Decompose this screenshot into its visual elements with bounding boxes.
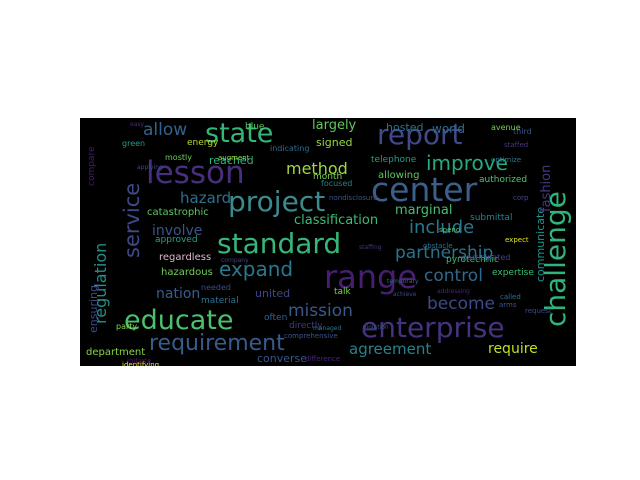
word-optimize: optimize xyxy=(491,156,522,164)
word-managed: managed xyxy=(313,325,342,332)
word-directly: directly xyxy=(289,321,323,331)
word-submittal: submittal xyxy=(470,213,513,223)
word-authorized: authorized xyxy=(479,175,528,185)
word-center: center xyxy=(371,170,478,209)
word-blue: blue xyxy=(245,122,265,132)
word-nondisclosure: nondisclosure xyxy=(329,194,378,202)
word-communicate: communicate xyxy=(534,206,547,282)
word-fashion: fashion xyxy=(539,164,554,212)
word-temporary: temporary xyxy=(387,278,419,285)
word-world: world xyxy=(432,122,466,136)
word-approved: approved xyxy=(155,235,198,245)
word-range: range xyxy=(324,258,418,296)
word-pyrotechnic: pyrotechnic xyxy=(446,255,499,265)
word-lesson: lesson xyxy=(146,155,245,191)
word-initiate: initiate xyxy=(127,357,152,365)
word-improve: improve xyxy=(426,151,508,175)
word-achieve: achieve xyxy=(393,291,417,298)
word-partnership: partnership xyxy=(395,243,494,263)
word-largely: largely xyxy=(312,118,357,133)
word-addressing: addressing xyxy=(437,288,470,295)
word-converse: converse xyxy=(257,352,308,365)
word-method: method xyxy=(286,159,348,178)
word-report: report xyxy=(377,118,463,151)
word-third: third xyxy=(513,127,532,136)
word-expertise: expertise xyxy=(492,268,534,278)
word-applying: applying xyxy=(137,164,163,171)
word-service: service xyxy=(120,182,144,258)
word-augment: augment xyxy=(218,154,250,162)
word-united: united xyxy=(255,287,291,300)
word-arms: arms xyxy=(499,301,517,309)
word-control: control xyxy=(424,266,483,286)
word-comprehensive: comprehensive xyxy=(284,332,338,340)
word-regardless: regardless xyxy=(159,252,212,263)
word-called: called xyxy=(500,293,521,301)
word-material: material xyxy=(201,296,239,306)
word-enterprise: enterprise xyxy=(361,311,505,344)
word-indicating: indicating xyxy=(270,144,310,153)
word-project: project xyxy=(228,185,326,218)
word-easy: easy xyxy=(130,121,145,128)
word-energy: energy xyxy=(187,138,219,148)
word-request: request xyxy=(525,307,552,315)
word-hosted: hosted xyxy=(386,121,424,134)
word-company: company xyxy=(221,257,249,264)
word-state: state xyxy=(205,118,274,149)
word-allowing: allowing xyxy=(378,170,420,181)
word-standard: standard xyxy=(217,227,342,260)
word-ensuring: ensuring xyxy=(87,285,100,333)
word-involve: involve xyxy=(152,223,203,239)
word-cloud: project standard lesson state report center ra… xyxy=(80,118,576,366)
word-focused: focused xyxy=(321,179,353,188)
word-nation: nation xyxy=(156,286,201,302)
word-violation: violation xyxy=(363,324,389,331)
word-party: party xyxy=(116,322,138,331)
word-mission: mission xyxy=(288,301,353,321)
word-become: become xyxy=(427,294,496,314)
word-department: department xyxy=(86,347,146,358)
word-expect: expect xyxy=(505,236,529,244)
word-obstacle: obstacle xyxy=(423,242,453,250)
word-identifying: identifying xyxy=(122,361,160,367)
word-expand: expand xyxy=(219,257,294,281)
word-needed: needed xyxy=(201,283,231,292)
word-signed: signed xyxy=(316,136,353,149)
word-classification: classification xyxy=(294,213,379,228)
word-compare: compare xyxy=(87,146,97,187)
word-month: month xyxy=(313,172,343,182)
word-staffing: staffing xyxy=(359,244,382,251)
word-difference: difference xyxy=(305,355,341,363)
word-often: often xyxy=(264,313,288,323)
word-require: require xyxy=(488,341,538,357)
word-staffed: staffed xyxy=(504,141,529,149)
word-catastrophic: catastrophic xyxy=(147,207,209,218)
word-agreement: agreement xyxy=(349,340,432,358)
word-hazardous: hazardous xyxy=(161,267,213,278)
word-requirement: requirement xyxy=(149,331,285,356)
word-talk: talk xyxy=(334,287,351,297)
word-include: include xyxy=(409,217,475,238)
word-spend: spend xyxy=(439,226,461,234)
word-green: green xyxy=(122,139,146,148)
word-telephone: telephone xyxy=(371,155,417,165)
word-educate: educate xyxy=(124,305,234,336)
word-marginal: marginal xyxy=(395,203,453,218)
word-allow: allow xyxy=(143,120,188,140)
word-reached: reached xyxy=(209,154,254,167)
word-hazard: hazard xyxy=(180,189,232,207)
word-corp: corp xyxy=(513,194,529,202)
word-avenue: avenue xyxy=(491,123,521,132)
word-mostly: mostly xyxy=(165,153,192,162)
word-participated: participated xyxy=(462,253,511,262)
